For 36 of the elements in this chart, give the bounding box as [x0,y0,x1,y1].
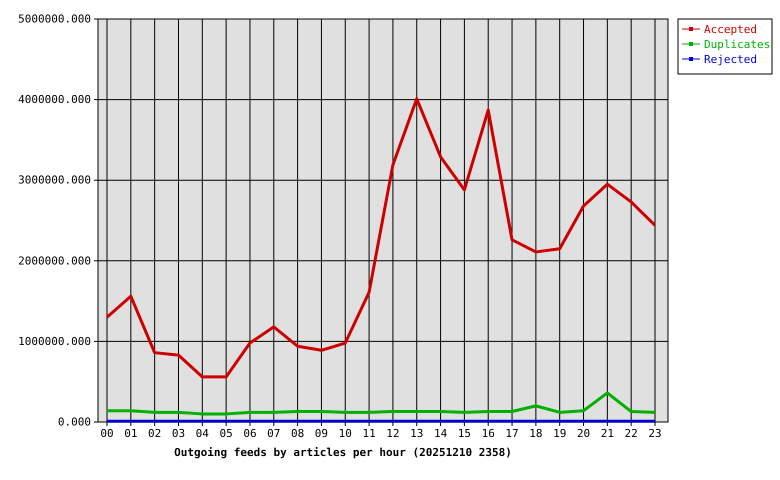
y-tick-label: 2000000.000 [18,254,91,268]
x-tick-label: 07 [267,426,280,440]
x-tick-label: 05 [220,426,233,440]
x-tick-label: 09 [314,426,328,440]
y-tick-label: 1000000.000 [18,334,91,348]
legend-label: Accepted [704,23,757,36]
x-tick-label: 13 [410,426,424,440]
x-tick-label: 02 [148,426,162,440]
x-tick-label: 15 [458,426,472,440]
y-tick-label: 5000000.000 [18,12,91,26]
x-tick-label: 20 [576,426,590,440]
x-axis-title: Outgoing feeds by articles per hour (20251210 2358) [174,446,512,459]
x-tick-label: 19 [553,426,566,440]
x-tick-label: 01 [124,426,138,440]
x-tick-label: 22 [624,426,638,440]
x-tick-label: 21 [600,426,614,440]
x-tick-label: 06 [243,426,257,440]
x-tick-label: 18 [529,426,542,440]
x-tick-label: 03 [172,426,186,440]
x-tick-label: 08 [290,426,304,440]
x-tick-label: 10 [338,426,352,440]
x-tick-label: 12 [386,426,400,440]
x-tick-label: 16 [482,426,495,440]
y-tick-label: 3000000.000 [18,174,91,187]
x-tick-label: 11 [362,426,376,440]
line-series [106,391,656,416]
x-tick-label: 14 [434,426,448,440]
line-series [106,97,656,378]
legend-label: Rejected [704,53,757,66]
legend-label: Duplicates [704,38,770,51]
x-tick-label: 04 [196,426,210,440]
y-tick-label: 4000000.000 [18,93,91,106]
y-tick-label: 0.000 [58,416,91,429]
x-tick-label: 00 [100,426,114,440]
x-tick-label: 17 [505,426,519,440]
x-tick-label: 23 [648,426,662,440]
